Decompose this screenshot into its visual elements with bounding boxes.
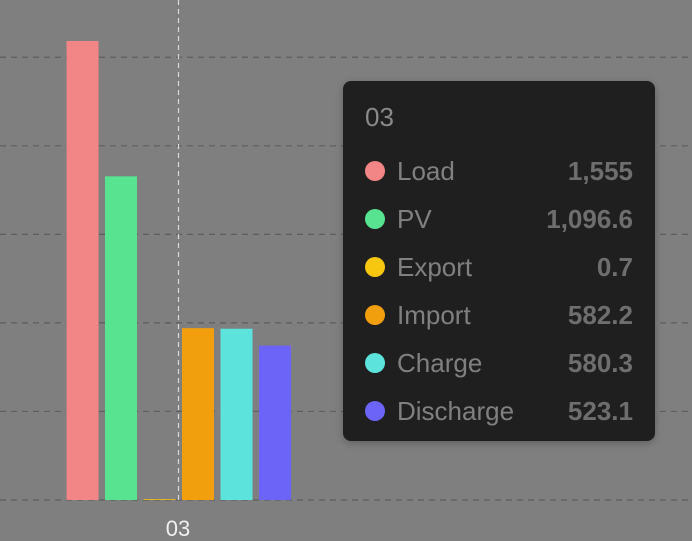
bar-load: [66, 41, 99, 500]
tooltip-row-value: 1,555: [567, 155, 633, 186]
tooltip-row-value: 1,096.6: [546, 203, 633, 234]
tooltip-rows: Load 1,555 PV 1,096.6 Export 0.7 Import 582.2 Ch…: [365, 147, 633, 435]
tooltip-row-label: Export: [397, 251, 473, 282]
bar-pv: [105, 176, 137, 500]
tooltip-row-value: 580.3: [567, 347, 633, 378]
tooltip-row-pv: PV 1,096.6: [365, 195, 633, 243]
legend-dot-icon: [365, 209, 385, 229]
tooltip-row-discharge: Discharge 523.1: [365, 387, 633, 435]
bar-import: [182, 328, 214, 500]
tooltip-row-label: Discharge: [397, 395, 515, 426]
bar-charge: [220, 328, 253, 500]
x-tick-label: 03: [166, 516, 190, 541]
tooltip-row-value: 523.1: [567, 395, 633, 426]
legend-dot-icon: [365, 161, 385, 181]
tooltip-row-label: Import: [397, 299, 471, 330]
legend-dot-icon: [365, 353, 385, 373]
tooltip-row-import: Import 582.2: [365, 291, 633, 339]
tooltip-row-label: Charge: [397, 347, 483, 378]
tooltip-title: 03: [365, 102, 394, 132]
legend-dot-icon: [365, 401, 385, 421]
tooltip-row-label: Load: [397, 155, 455, 186]
chart-tooltip: 03 Load 1,555 PV 1,096.6 Export 0.7 Import 582.…: [343, 81, 655, 441]
tooltip-row-label: PV: [397, 203, 432, 234]
tooltip-row-export: Export 0.7: [365, 243, 633, 291]
tooltip-row-load: Load 1,555: [365, 147, 633, 195]
legend-dot-icon: [365, 305, 385, 325]
bar-export: [143, 499, 176, 500]
legend-dot-icon: [365, 257, 385, 277]
bar-discharge: [259, 345, 291, 500]
tooltip-row-value: 0.7: [596, 251, 633, 282]
tooltip-row-value: 582.2: [567, 299, 633, 330]
tooltip-row-charge: Charge 580.3: [365, 339, 633, 387]
